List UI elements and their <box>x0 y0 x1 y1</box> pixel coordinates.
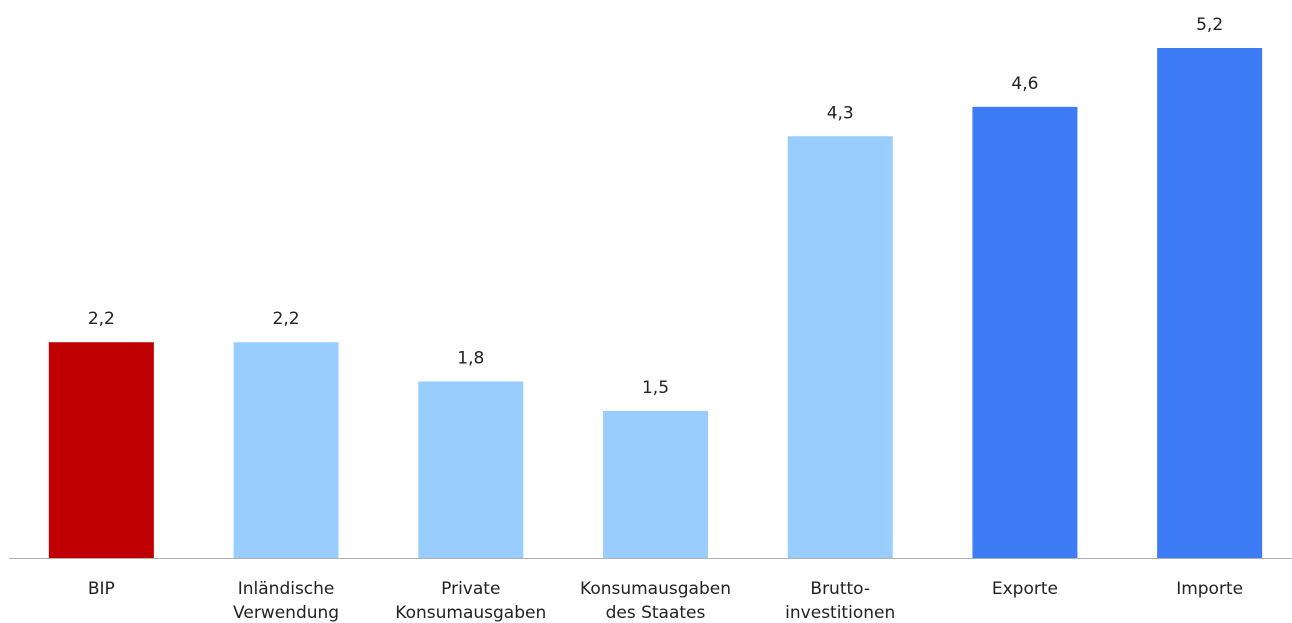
value-label: 5,2 <box>1196 15 1223 35</box>
value-label: 2,2 <box>273 309 300 329</box>
value-label: 1,8 <box>457 348 484 368</box>
x-tick-label: Exporte <box>992 579 1058 599</box>
bar <box>418 381 524 558</box>
x-tick-label: BIP <box>88 579 115 599</box>
value-label: 2,2 <box>88 309 115 329</box>
x-tick-label: Private Konsumausgaben <box>395 579 546 623</box>
bar <box>1157 48 1263 558</box>
value-label: 1,5 <box>642 378 669 398</box>
bar <box>233 342 339 558</box>
x-tick-label: Importe <box>1176 579 1243 599</box>
value-label: 4,3 <box>827 103 854 123</box>
bar <box>48 342 154 558</box>
bar <box>972 106 1078 558</box>
x-tick-label: Inländische Verwendung <box>233 579 339 623</box>
bar <box>603 410 708 558</box>
x-tick-label: Brutto-investitionen <box>785 579 895 623</box>
bar <box>787 136 893 558</box>
value-label: 4,6 <box>1011 74 1038 94</box>
x-tick-label: Konsumausgaben des Staates <box>580 579 731 623</box>
